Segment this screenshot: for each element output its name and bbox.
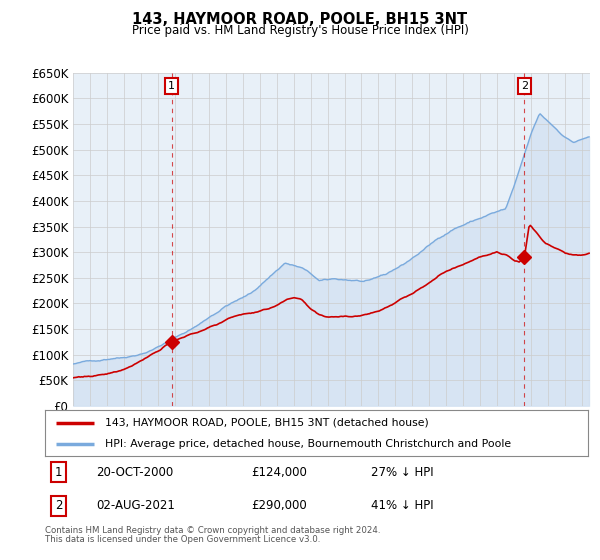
- Text: HPI: Average price, detached house, Bournemouth Christchurch and Poole: HPI: Average price, detached house, Bour…: [105, 439, 511, 449]
- Text: 2: 2: [55, 499, 62, 512]
- Text: £124,000: £124,000: [251, 465, 307, 479]
- Text: 1: 1: [55, 465, 62, 479]
- Text: 02-AUG-2021: 02-AUG-2021: [97, 499, 175, 512]
- Text: 1: 1: [168, 81, 175, 91]
- Text: 20-OCT-2000: 20-OCT-2000: [97, 465, 174, 479]
- Text: Contains HM Land Registry data © Crown copyright and database right 2024.: Contains HM Land Registry data © Crown c…: [45, 526, 380, 535]
- Text: Price paid vs. HM Land Registry's House Price Index (HPI): Price paid vs. HM Land Registry's House …: [131, 24, 469, 37]
- Text: 2: 2: [521, 81, 528, 91]
- Text: £290,000: £290,000: [251, 499, 307, 512]
- Text: 27% ↓ HPI: 27% ↓ HPI: [371, 465, 433, 479]
- Text: 143, HAYMOOR ROAD, POOLE, BH15 3NT: 143, HAYMOOR ROAD, POOLE, BH15 3NT: [133, 12, 467, 27]
- Text: This data is licensed under the Open Government Licence v3.0.: This data is licensed under the Open Gov…: [45, 535, 320, 544]
- Text: 143, HAYMOOR ROAD, POOLE, BH15 3NT (detached house): 143, HAYMOOR ROAD, POOLE, BH15 3NT (deta…: [105, 418, 428, 428]
- Text: 41% ↓ HPI: 41% ↓ HPI: [371, 499, 433, 512]
